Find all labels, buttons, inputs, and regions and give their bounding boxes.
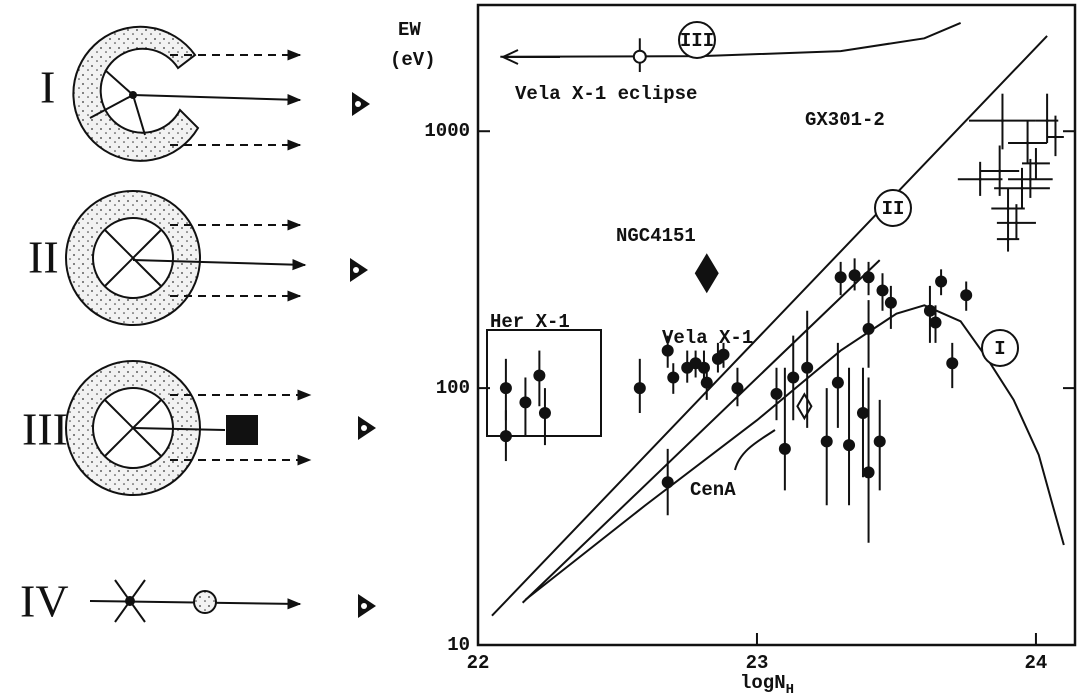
series-label: NGC4151 xyxy=(616,225,696,247)
data-point xyxy=(533,369,546,382)
data-point xyxy=(499,382,512,395)
x-tick-label: 23 xyxy=(746,652,769,674)
x-label: logNH xyxy=(740,672,794,697)
data-point xyxy=(694,253,719,294)
curve-label: I xyxy=(994,338,1005,360)
data-point xyxy=(960,289,973,302)
data-point xyxy=(787,371,800,384)
arrow xyxy=(500,49,560,65)
data-point xyxy=(848,269,861,282)
data-point xyxy=(1053,135,1057,139)
data-point xyxy=(923,304,936,317)
data-point xyxy=(978,177,982,181)
data-point xyxy=(770,387,783,400)
data-point xyxy=(499,430,512,443)
data-point xyxy=(929,316,942,329)
data-point xyxy=(946,357,959,370)
data-point xyxy=(796,392,813,421)
data-point xyxy=(778,442,791,455)
x-label-sub: H xyxy=(786,682,794,697)
model-curve xyxy=(524,304,1065,601)
series-label: Vela X-1 eclipse xyxy=(515,83,697,105)
schematics: I II III IV xyxy=(20,25,376,627)
panel-label: I xyxy=(40,62,55,113)
data-point xyxy=(843,439,856,452)
data-point xyxy=(998,169,1002,173)
data-point xyxy=(884,296,897,309)
curve-label-ring xyxy=(678,21,716,59)
data-point xyxy=(1028,177,1032,181)
data-point xyxy=(633,382,646,395)
data-point xyxy=(876,284,889,297)
y-label: EW xyxy=(398,19,421,41)
data-point xyxy=(873,435,886,448)
shell xyxy=(72,25,200,162)
series-label: CenA xyxy=(690,479,736,501)
x-tick-label: 24 xyxy=(1025,652,1048,674)
data-point xyxy=(661,344,674,357)
data-point xyxy=(801,361,814,374)
data-point xyxy=(862,322,875,335)
data-point xyxy=(661,476,674,489)
curve-label-ring xyxy=(981,329,1019,367)
data-point xyxy=(831,376,844,389)
data-point xyxy=(1026,141,1030,145)
data-point xyxy=(538,407,551,420)
y-tick-label: 100 xyxy=(436,377,470,399)
data-point xyxy=(632,49,647,64)
curve-label: III xyxy=(680,30,714,52)
curve-label: II xyxy=(882,198,905,220)
data-point xyxy=(1034,161,1038,165)
panel-label: II xyxy=(28,232,59,283)
cena-pointer xyxy=(734,429,776,471)
plot-frame xyxy=(476,3,1077,647)
series-label: GX301-2 xyxy=(805,109,885,131)
data-point xyxy=(862,271,875,284)
data-point xyxy=(862,466,875,479)
x-tick-label: 22 xyxy=(467,652,490,674)
series-label: Vela X-1 xyxy=(662,327,753,349)
data-point xyxy=(834,271,847,284)
y-tick-label: 10 xyxy=(447,634,470,656)
series-label: Her X-1 xyxy=(490,311,570,333)
data-point xyxy=(1006,237,1010,241)
model-curve xyxy=(500,21,962,58)
data-point xyxy=(717,348,730,361)
data-point xyxy=(519,396,532,409)
panel-label: III xyxy=(22,404,68,455)
data-point xyxy=(1020,186,1024,190)
y-label-unit: (eV) xyxy=(390,49,436,71)
data-point xyxy=(697,361,710,374)
data-point xyxy=(856,407,869,420)
data-point xyxy=(1006,207,1010,211)
curve-label-ring xyxy=(874,189,912,227)
data-point xyxy=(667,371,680,384)
model-curve xyxy=(491,35,1048,617)
data-point xyxy=(1014,221,1018,225)
x-label-main: logN xyxy=(740,672,786,694)
data-point xyxy=(935,275,948,288)
panel-label: IV xyxy=(20,576,69,627)
data-point xyxy=(1045,119,1049,123)
data-point xyxy=(700,376,713,389)
data-point xyxy=(731,382,744,395)
y-tick-label: 1000 xyxy=(424,120,470,142)
data-point xyxy=(820,435,833,448)
data-point xyxy=(1000,119,1004,123)
